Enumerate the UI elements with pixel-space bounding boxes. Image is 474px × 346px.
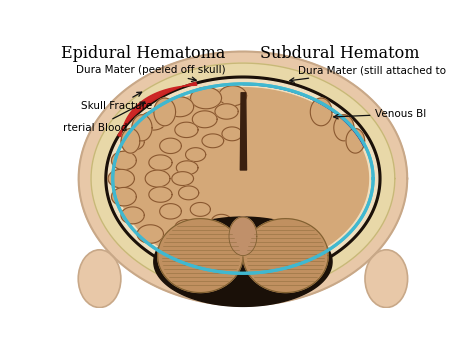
Text: Dura Mater (still attached to: Dura Mater (still attached to [290,65,446,82]
Polygon shape [172,172,193,185]
Polygon shape [149,155,172,170]
Polygon shape [202,134,224,148]
Polygon shape [190,202,210,216]
Polygon shape [118,82,197,137]
Polygon shape [108,169,135,188]
Polygon shape [212,253,240,272]
Polygon shape [121,133,144,150]
Polygon shape [118,88,368,270]
Polygon shape [158,219,243,292]
Polygon shape [132,115,152,141]
Polygon shape [346,128,365,153]
Ellipse shape [365,250,408,308]
Polygon shape [219,86,246,106]
Text: Venous Bl: Venous Bl [334,109,427,119]
Polygon shape [154,98,175,126]
Polygon shape [149,187,172,202]
Polygon shape [229,217,257,256]
Polygon shape [137,225,164,243]
Polygon shape [175,220,198,235]
Polygon shape [121,207,144,224]
Polygon shape [108,79,378,278]
Polygon shape [176,161,198,175]
Text: rterial Blood: rterial Blood [63,102,145,133]
Polygon shape [175,122,198,138]
Polygon shape [183,246,214,268]
Polygon shape [310,98,332,126]
Polygon shape [105,76,381,281]
Polygon shape [191,87,221,109]
Ellipse shape [78,250,121,308]
Polygon shape [160,239,188,259]
Polygon shape [179,186,199,200]
Text: Epidural Hematoma: Epidural Hematoma [61,45,225,62]
Polygon shape [121,128,140,153]
Polygon shape [192,111,217,128]
Polygon shape [215,104,238,119]
Text: Skull Fracture: Skull Fracture [81,92,152,111]
Polygon shape [160,204,182,219]
Polygon shape [239,252,267,271]
Polygon shape [145,170,170,187]
Polygon shape [166,97,194,117]
Text: Dura Mater (peeled off skull): Dura Mater (peeled off skull) [76,65,226,81]
Polygon shape [215,238,238,253]
Polygon shape [334,115,354,141]
Polygon shape [91,63,395,294]
Polygon shape [79,52,407,306]
Polygon shape [243,84,365,146]
Polygon shape [192,229,217,246]
Polygon shape [211,214,231,228]
Text: Subdural Hematom: Subdural Hematom [260,45,419,62]
Polygon shape [222,127,242,141]
Polygon shape [185,148,206,162]
Polygon shape [140,112,166,130]
Polygon shape [111,188,137,206]
Polygon shape [243,219,328,292]
Polygon shape [111,151,137,170]
Polygon shape [160,138,182,154]
Polygon shape [154,217,332,307]
